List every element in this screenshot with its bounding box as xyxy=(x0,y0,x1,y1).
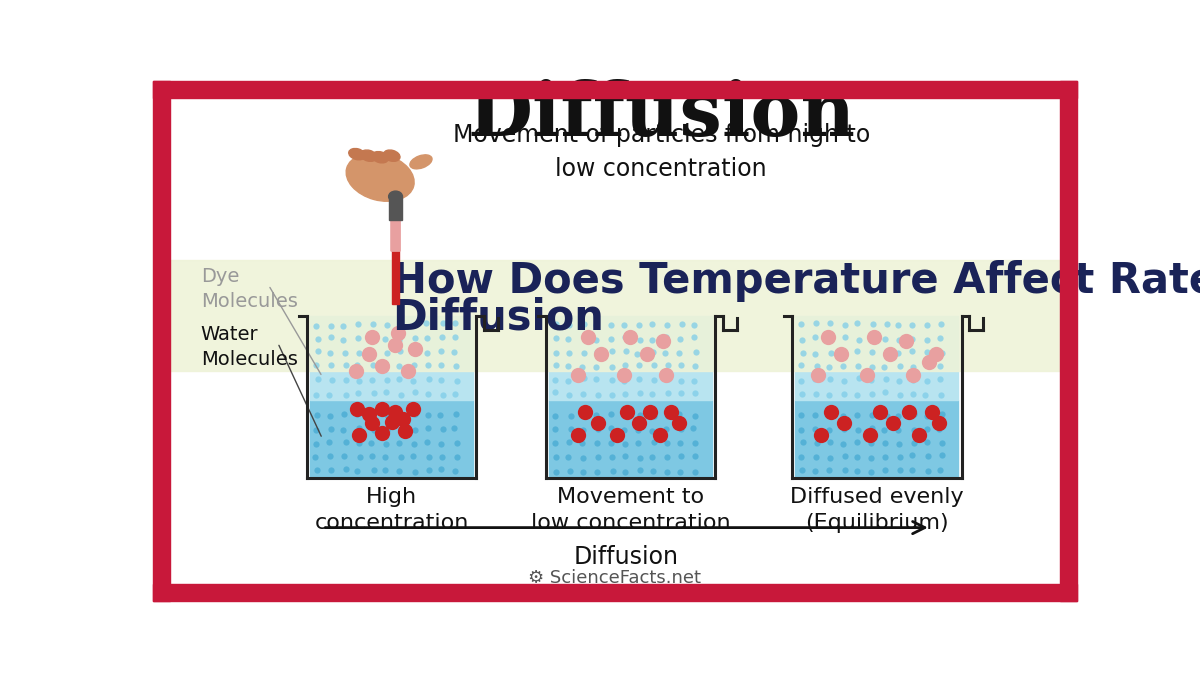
Bar xyxy=(310,400,473,477)
Text: How Does Temperature Affect Rate Of: How Does Temperature Affect Rate Of xyxy=(391,260,1200,302)
Ellipse shape xyxy=(360,150,377,161)
Text: ⚙ ScienceFacts.net: ⚙ ScienceFacts.net xyxy=(528,568,702,587)
Bar xyxy=(154,81,1078,98)
Ellipse shape xyxy=(410,155,432,169)
Bar xyxy=(154,584,1078,601)
Bar xyxy=(389,196,402,219)
Bar xyxy=(548,316,712,400)
Bar xyxy=(796,400,959,477)
Bar xyxy=(796,316,959,400)
Text: Diffusion: Diffusion xyxy=(467,79,856,152)
Bar xyxy=(548,400,712,477)
Ellipse shape xyxy=(349,148,365,160)
Text: Dye
Molecules: Dye Molecules xyxy=(200,267,298,311)
Text: Diffusion: Diffusion xyxy=(391,296,604,338)
Bar xyxy=(391,250,400,304)
Text: Movement to
low concentration: Movement to low concentration xyxy=(530,487,731,533)
Text: Diffused evenly
(Equilibrium): Diffused evenly (Equilibrium) xyxy=(790,487,964,533)
Ellipse shape xyxy=(384,150,400,161)
Ellipse shape xyxy=(389,191,402,202)
Bar xyxy=(1060,81,1078,601)
FancyBboxPatch shape xyxy=(391,215,400,251)
Ellipse shape xyxy=(372,152,389,163)
Bar xyxy=(310,316,473,400)
Ellipse shape xyxy=(346,153,414,201)
Text: Diffusion: Diffusion xyxy=(574,545,679,568)
Text: Movement of particles from high to
low concentration: Movement of particles from high to low c… xyxy=(452,123,870,181)
Bar xyxy=(154,81,170,601)
Text: Water
Molecules: Water Molecules xyxy=(200,325,298,369)
Text: High
concentration: High concentration xyxy=(314,487,469,533)
Bar xyxy=(154,260,1078,371)
